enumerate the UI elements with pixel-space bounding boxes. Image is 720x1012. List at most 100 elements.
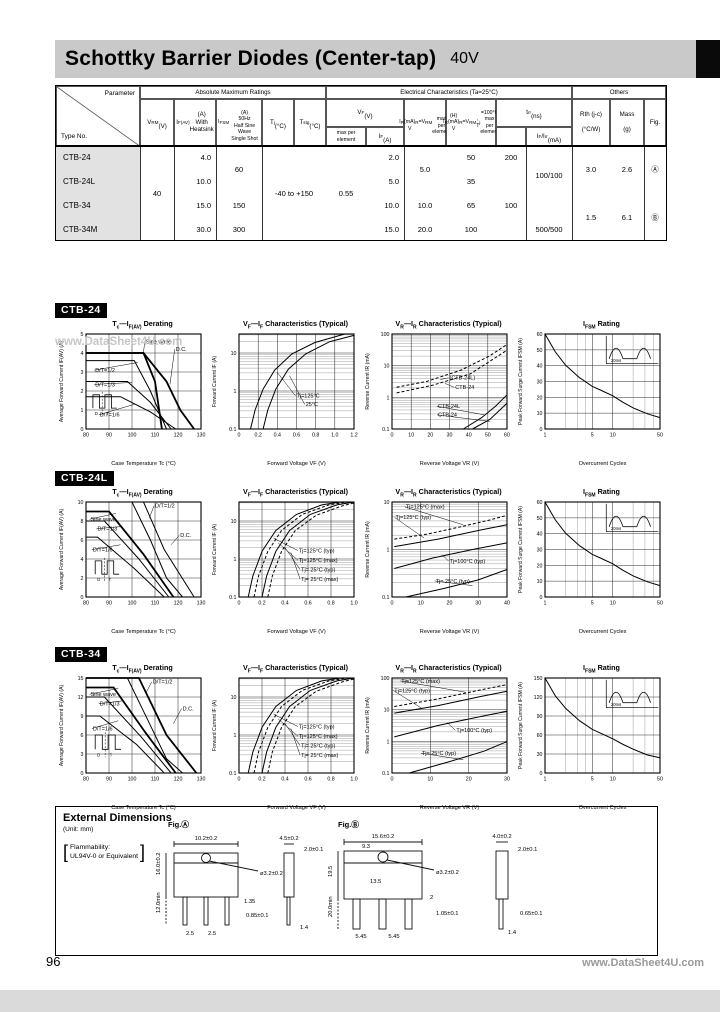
svg-text:Tj=125°C: Tj=125°C bbox=[297, 394, 320, 400]
table-value: 40 bbox=[152, 189, 162, 198]
svg-text:Reverse Current IR (mA): Reverse Current IR (mA) bbox=[365, 521, 371, 578]
part-label-ctb-34: CTB-34 bbox=[55, 647, 107, 662]
svg-text:Reverse Voltage VR (V): Reverse Voltage VR (V) bbox=[420, 805, 480, 811]
svg-text:0: 0 bbox=[238, 777, 241, 783]
section-ctb-34: CTB-34 Tc—IF(AV) Derating 80 90 100 110 120 13… bbox=[55, 644, 673, 816]
dimension-label: 1.35 bbox=[244, 899, 255, 905]
svg-text:120: 120 bbox=[174, 433, 183, 439]
bracket-open: [ bbox=[63, 842, 69, 862]
svg-text:0: 0 bbox=[540, 771, 543, 777]
dimension-label: Fig.Ⓑ bbox=[338, 819, 359, 829]
table-value: 20.0 bbox=[417, 225, 433, 234]
svg-text:D/T=1/6: D/T=1/6 bbox=[93, 726, 113, 732]
svg-text:Reverse Current IR (mA): Reverse Current IR (mA) bbox=[365, 697, 371, 754]
chart-canvas: 80 90 100 110 120 130 0 2 4 6 8 10 D/T=1/2 Sine wave D… bbox=[59, 500, 205, 635]
svg-text:Case Temperature Tc (°C): Case Temperature Tc (°C) bbox=[111, 629, 176, 635]
svg-text:Tj= 25°C (typ): Tj= 25°C (typ) bbox=[301, 567, 335, 573]
title-bar: Schottky Barrier Diodes (Center-tap) 40V bbox=[55, 40, 696, 78]
svg-text:Sine wave: Sine wave bbox=[146, 340, 171, 346]
table-value: CTB-34 bbox=[63, 201, 91, 210]
svg-text:0: 0 bbox=[391, 777, 394, 783]
dims-unit: (Unit: mm) bbox=[63, 826, 94, 833]
table-cell: Others bbox=[572, 86, 666, 99]
flammability-note: [ Flammability: UL94V-0 or Equivalent ] bbox=[61, 841, 147, 864]
table-cell: I F/I rr (mA) bbox=[526, 127, 572, 146]
dimension-label: 1.05±0.1 bbox=[436, 911, 459, 917]
svg-text:10: 10 bbox=[537, 411, 543, 417]
svg-text:20: 20 bbox=[537, 563, 543, 569]
svg-text:20: 20 bbox=[537, 395, 543, 401]
svg-text:D: D bbox=[97, 577, 100, 582]
dimension-label: Fig.Ⓐ bbox=[168, 819, 189, 829]
svg-text:0.2: 0.2 bbox=[258, 601, 265, 607]
table-divider bbox=[571, 146, 573, 240]
voltage-rating: 40V bbox=[450, 50, 479, 67]
svg-text:9: 9 bbox=[81, 714, 84, 720]
dimension-label: 4.5±0.2 bbox=[279, 836, 298, 842]
svg-text:1: 1 bbox=[81, 408, 84, 414]
dimension-label: 19.5 bbox=[328, 866, 334, 877]
svg-text:D.C.: D.C. bbox=[183, 706, 194, 712]
svg-text:60: 60 bbox=[537, 733, 543, 739]
table-cell: I F (A) bbox=[366, 127, 404, 146]
svg-text:40: 40 bbox=[504, 601, 510, 607]
chart-ctb34-vr-ir: VR—IR Characteristics (Typical) 0 10 20 30 0.… bbox=[361, 663, 514, 816]
svg-text:10: 10 bbox=[384, 364, 390, 370]
svg-text:10: 10 bbox=[408, 433, 414, 439]
chart-ctb24l-derating: Tc—IF(AV) Derating 80 90 100 110 120 130 0 2 4 6 8 1… bbox=[55, 487, 208, 640]
svg-text:1: 1 bbox=[387, 395, 390, 401]
chart-ctb24-ifsm: IFSM Rating 1 5 10 50 0 10 20 30 40 50 60 Peak Forwa… bbox=[514, 319, 667, 472]
chart-canvas: 0 0.2 0.4 0.6 0.8 1.0 1.2 0.1 1 10 Tj=125°C 25°C For… bbox=[212, 333, 358, 467]
svg-text:20: 20 bbox=[427, 433, 433, 439]
table-value: 2.0 bbox=[388, 153, 399, 162]
svg-text:Tj= 25°C (typ): Tj= 25°C (typ) bbox=[422, 751, 456, 757]
svg-text:5: 5 bbox=[591, 601, 594, 607]
svg-text:Reverse Current IR (mA): Reverse Current IR (mA) bbox=[365, 353, 371, 410]
table-divider bbox=[261, 146, 263, 240]
svg-text:30: 30 bbox=[447, 433, 453, 439]
svg-text:50: 50 bbox=[485, 433, 491, 439]
svg-text:90: 90 bbox=[106, 777, 112, 783]
table-cell: I FSM (A) 50Hz Half Sine Wave Single Shot bbox=[216, 99, 262, 146]
chart-ctb24-vf-if: VF—IF Characteristics (Typical) 0 0.2 0.4 0.… bbox=[208, 319, 361, 472]
svg-text:1: 1 bbox=[234, 389, 237, 395]
part-label-ctb-24: CTB-24 bbox=[55, 303, 107, 318]
svg-text:0.1: 0.1 bbox=[382, 427, 389, 433]
svg-text:50: 50 bbox=[657, 777, 663, 783]
table-value: 10.0 bbox=[196, 177, 211, 186]
table-value: 100/100 bbox=[535, 171, 563, 180]
svg-text:3: 3 bbox=[81, 752, 84, 758]
chart-ctb24l-vf-if: VF—IF Characteristics (Typical) 0 0.2 0.4 0.… bbox=[208, 487, 361, 640]
dimension-label: 2.0±0.1 bbox=[304, 847, 323, 853]
svg-text:0.8: 0.8 bbox=[327, 777, 334, 783]
table-cell: V RM (V) bbox=[140, 99, 174, 146]
chart-title: IFSM Rating bbox=[583, 487, 620, 499]
svg-text:1.0: 1.0 bbox=[350, 777, 357, 783]
dimension-label: ø3.2±0.2 bbox=[260, 871, 283, 877]
svg-text:Average Forward Current IF(AV: Average Forward Current IF(AV) (A) bbox=[59, 509, 65, 591]
svg-text:2: 2 bbox=[81, 576, 84, 582]
svg-text:Tj=125°C (typ): Tj=125°C (typ) bbox=[299, 724, 335, 730]
svg-text:15: 15 bbox=[78, 676, 84, 682]
svg-text:Sine wave: Sine wave bbox=[91, 692, 116, 698]
part-label-ctb-24l: CTB-24L bbox=[55, 471, 114, 486]
svg-text:Tj=125°C (typ): Tj=125°C (typ) bbox=[395, 515, 431, 521]
table-value: 4.0 bbox=[200, 153, 211, 162]
svg-text:T: T bbox=[106, 411, 109, 416]
svg-text:D/T=1/3: D/T=1/3 bbox=[100, 702, 120, 708]
svg-text:Forward Voltage VF (V): Forward Voltage VF (V) bbox=[267, 805, 326, 811]
svg-text:0.4: 0.4 bbox=[274, 433, 281, 439]
svg-text:120: 120 bbox=[174, 601, 183, 607]
table-cell: Absolute Maximum Ratings bbox=[140, 86, 326, 99]
svg-text:0: 0 bbox=[238, 601, 241, 607]
dimension-label: 1.4 bbox=[508, 930, 517, 936]
svg-text:Forward Voltage VF (V): Forward Voltage VF (V) bbox=[267, 461, 326, 467]
dimension-label: 15.6±0.2 bbox=[372, 834, 395, 840]
svg-text:100: 100 bbox=[381, 676, 390, 682]
package-fig-a bbox=[165, 841, 295, 926]
svg-text:40: 40 bbox=[537, 532, 543, 538]
table-divider bbox=[525, 146, 527, 240]
svg-text:T: T bbox=[109, 577, 112, 582]
